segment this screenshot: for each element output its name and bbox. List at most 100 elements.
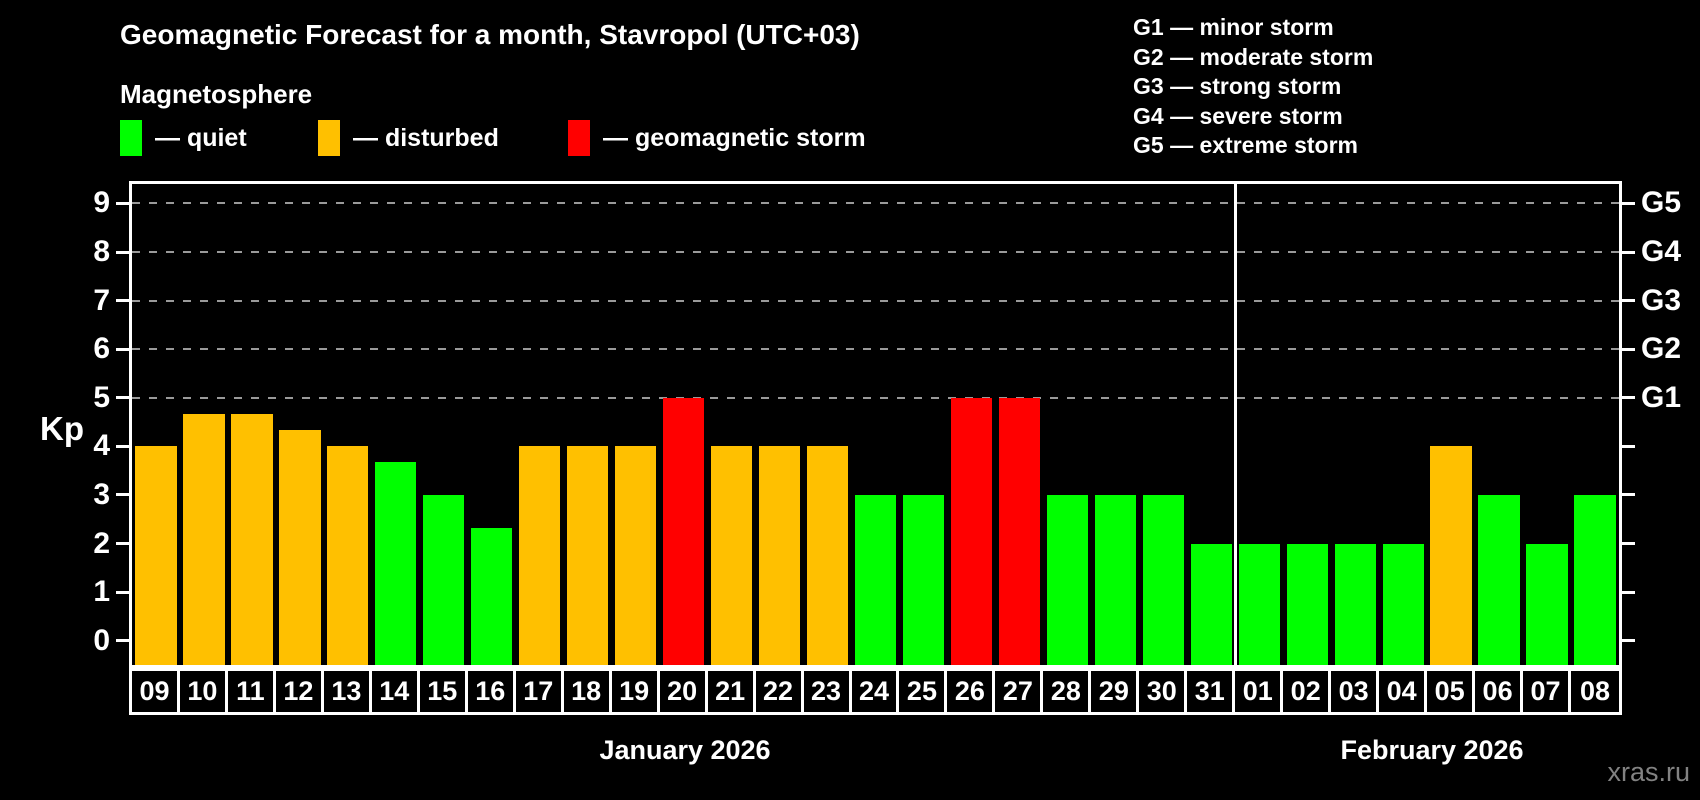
right-axis-label-g3: G3	[1641, 283, 1682, 317]
day-label-14: 14	[368, 668, 420, 715]
kp-bar-day-13	[327, 446, 369, 665]
storm-color-swatch	[568, 120, 590, 156]
y-tick-right-9	[1622, 201, 1635, 205]
day-label-02: 02	[1280, 668, 1332, 715]
gridline-kp9	[132, 202, 1619, 205]
gridline-kp7	[132, 299, 1619, 302]
month-label-january: January 2026	[599, 735, 771, 765]
day-label-12: 12	[272, 668, 324, 715]
day-label-08: 08	[1568, 668, 1622, 715]
day-label-10: 10	[176, 668, 228, 715]
gridline-kp6	[132, 348, 1619, 351]
legend-item-storm: — geomagnetic storm	[568, 119, 866, 157]
day-label-07: 07	[1520, 668, 1572, 715]
watermark: xras.ru	[1607, 757, 1690, 787]
y-tick-left-9	[116, 201, 129, 205]
kp-bar-day-21	[710, 446, 753, 665]
g-legend-line-g2: G2 — moderate storm	[1133, 43, 1374, 70]
day-label-04: 04	[1376, 668, 1428, 715]
legend-label-quiet: — quiet	[155, 123, 247, 152]
kp-bar-day-15	[423, 494, 465, 665]
y-axis-label: Kp	[40, 410, 84, 447]
day-label-29: 29	[1088, 668, 1140, 715]
day-label-05: 05	[1424, 668, 1476, 715]
day-label-22: 22	[752, 668, 804, 715]
y-tick-left-6	[116, 347, 129, 351]
y-tick-label-8: 8	[93, 235, 110, 269]
kp-bar-day-14	[375, 462, 417, 665]
y-tick-left-5	[116, 396, 129, 400]
month-label-february: February 2026	[1340, 735, 1524, 765]
kp-bar-day-25	[902, 494, 945, 665]
y-tick-left-8	[116, 250, 129, 254]
kp-bar-day-26	[950, 397, 993, 665]
day-label-26: 26	[944, 668, 996, 715]
y-tick-label-3: 3	[93, 477, 110, 511]
day-label-13: 13	[320, 668, 372, 715]
day-label-24: 24	[848, 668, 900, 715]
kp-bar-day-20	[663, 397, 705, 665]
kp-bar-day-11	[231, 413, 273, 665]
legend-item-disturbed: — disturbed	[318, 119, 499, 157]
right-axis-label-g4: G4	[1641, 235, 1682, 269]
day-label-28: 28	[1040, 668, 1092, 715]
y-tick-label-1: 1	[93, 575, 110, 609]
y-tick-left-2	[116, 542, 129, 546]
day-label-17: 17	[512, 668, 564, 715]
kp-bar-day-12	[279, 430, 321, 665]
g-legend-line-g5: G5 — extreme storm	[1133, 132, 1358, 158]
day-label-15: 15	[416, 668, 468, 715]
day-label-21: 21	[704, 668, 756, 715]
day-label-06: 06	[1472, 668, 1524, 715]
day-label-30: 30	[1136, 668, 1188, 715]
kp-bar-day-07	[1526, 543, 1568, 665]
kp-bar-day-18	[567, 446, 609, 665]
day-label-23: 23	[800, 668, 852, 715]
y-tick-right-6	[1622, 347, 1635, 351]
y-tick-right-0	[1622, 639, 1635, 643]
disturbed-color-swatch	[318, 120, 340, 156]
legend-item-quiet: — quiet	[120, 119, 247, 157]
kp-bar-day-16	[471, 527, 513, 665]
kp-bar-day-28	[1046, 494, 1088, 665]
kp-bar-day-17	[519, 446, 561, 665]
day-label-16: 16	[464, 668, 516, 715]
kp-bar-day-08	[1574, 494, 1616, 665]
legend-label-disturbed: — disturbed	[353, 123, 499, 152]
gridline-kp8	[132, 251, 1619, 254]
right-axis-label-g2: G2	[1641, 332, 1682, 366]
y-tick-left-4	[116, 444, 129, 448]
y-tick-right-7	[1622, 299, 1635, 303]
y-tick-label-6: 6	[93, 332, 110, 366]
day-label-20: 20	[656, 668, 708, 715]
y-tick-left-7	[116, 299, 129, 303]
g-legend-line-g4: G4 — severe storm	[1133, 102, 1343, 129]
plot-area: 0 1 2 3 4 5 6 7 8 9 G1 G2 G3 G4 G5	[93, 181, 1681, 668]
kp-bar-day-19	[615, 446, 657, 665]
gridline-kp5	[132, 396, 1619, 399]
y-tick-left-1	[116, 590, 129, 594]
g-legend-line-g1: G1 — minor storm	[1133, 14, 1334, 40]
y-tick-right-1	[1622, 590, 1635, 594]
y-tick-left-3	[116, 493, 129, 497]
kp-bar-day-22	[758, 446, 801, 665]
kp-bar-day-27	[998, 397, 1041, 665]
y-tick-right-4	[1622, 444, 1635, 448]
day-label-31: 31	[1184, 668, 1236, 715]
right-axis-label-g5: G5	[1641, 186, 1682, 220]
month-separator-line	[1233, 184, 1237, 665]
kp-bar-day-23	[806, 446, 849, 665]
chart-title: Geomagnetic Forecast for a month, Stavro…	[120, 19, 860, 50]
day-label-03: 03	[1328, 668, 1380, 715]
kp-bar-day-06	[1478, 494, 1520, 665]
legend-label-storm: — geomagnetic storm	[603, 123, 866, 152]
y-tick-label-9: 9	[93, 186, 110, 220]
day-label-18: 18	[560, 668, 612, 715]
y-tick-right-8	[1622, 250, 1635, 254]
day-label-25: 25	[896, 668, 948, 715]
g-scale-legend: G1 — minor storm G2 — moderate storm G3 …	[1133, 13, 1373, 161]
y-tick-right-3	[1622, 493, 1635, 497]
kp-bar-day-24	[854, 494, 897, 665]
g-legend-line-g3: G3 — strong storm	[1133, 73, 1342, 99]
